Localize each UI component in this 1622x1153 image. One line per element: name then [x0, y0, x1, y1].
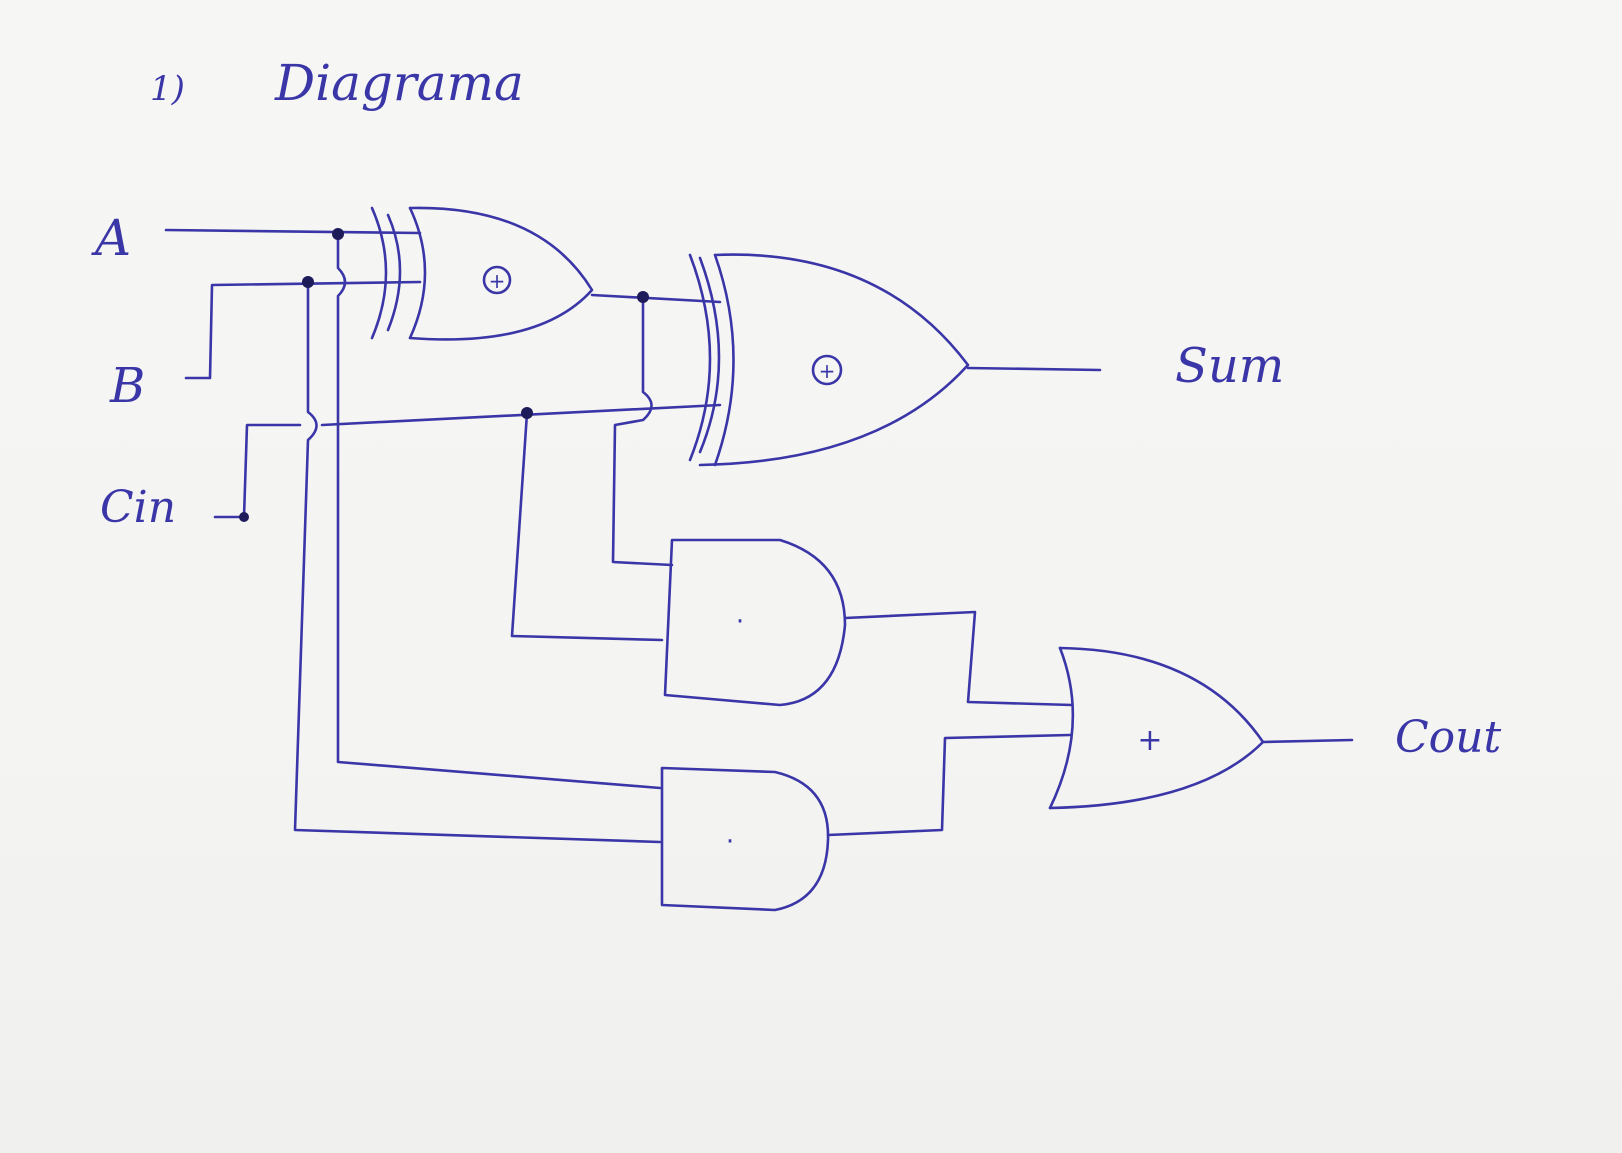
wire-cout-out [1261, 738, 1354, 744]
wire-cin-right [320, 403, 722, 427]
and-gate-2: · [660, 766, 830, 912]
wire-a [164, 228, 422, 235]
xor-1-symbol: + [489, 269, 506, 293]
or-gate: + [1048, 646, 1265, 810]
junction-cin [239, 512, 249, 522]
junction-xor1-out [637, 291, 649, 303]
wire-cin-to-and-1 [510, 411, 664, 642]
wire-b-to-and-2 [293, 280, 662, 844]
input-label-a: A [91, 209, 131, 267]
heading-number: 1) [150, 69, 185, 109]
input-label-b: B [109, 358, 145, 414]
output-label-sum: Sum [1175, 338, 1284, 394]
xor-gate-2: + [688, 253, 970, 467]
junction-a [332, 228, 344, 240]
wires [164, 228, 1354, 844]
output-label-cout: Cout [1395, 712, 1501, 763]
xor-2-symbol: + [819, 359, 836, 383]
xor-2-symbol-circle [811, 354, 843, 386]
heading-title: Diagrama [274, 54, 524, 112]
and-gate-1: · [663, 538, 847, 707]
junction-b [302, 276, 314, 288]
and-1-symbol: · [736, 607, 744, 637]
wire-sum-out [966, 366, 1102, 372]
wire-and1-to-or [843, 610, 1074, 707]
wire-a-to-and-2 [336, 235, 662, 790]
xor-1-symbol-circle [482, 265, 512, 295]
input-label-cin: Cin [100, 482, 176, 533]
wire-cin-left [213, 423, 302, 519]
xor-gate-1: + [370, 206, 594, 341]
junction-cin-tap [521, 407, 533, 419]
wire-xor1-to-and-1 [611, 296, 674, 567]
wire-xor1-out [590, 293, 722, 304]
junctions [239, 228, 649, 522]
and-2-symbol: · [726, 827, 734, 857]
wire-and2-to-or [826, 733, 1072, 837]
or-symbol: + [1137, 723, 1162, 758]
wire-b [184, 280, 422, 380]
